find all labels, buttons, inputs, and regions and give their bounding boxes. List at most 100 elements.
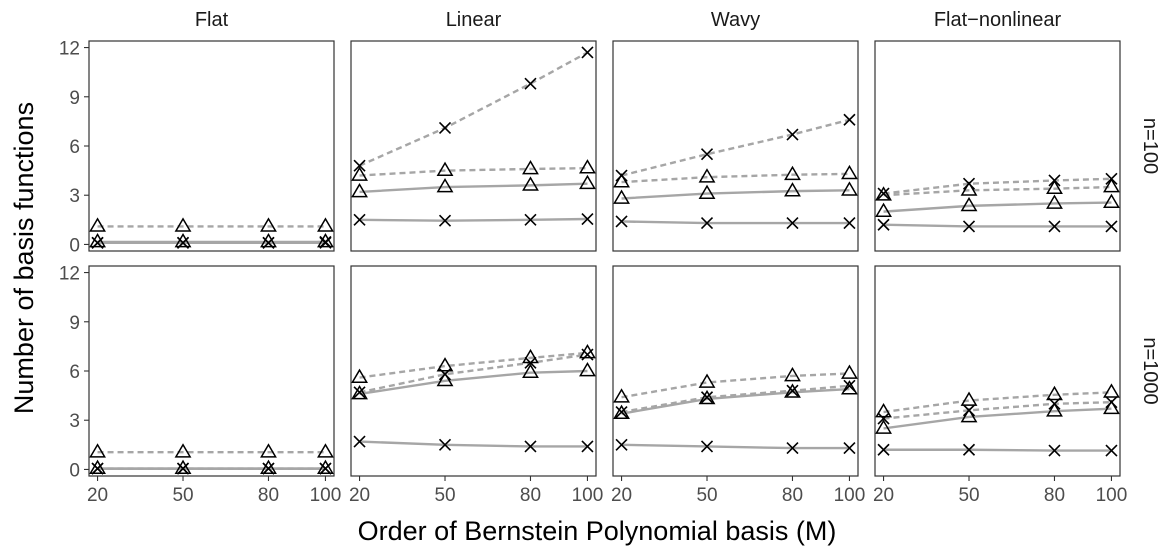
y-tick-label: 6 bbox=[69, 137, 80, 158]
series-line-4 bbox=[621, 172, 850, 184]
x-tick-label: 80 bbox=[782, 485, 803, 506]
x-tick-label: 20 bbox=[349, 485, 370, 506]
panel-border bbox=[612, 40, 859, 252]
x-tick-label: 50 bbox=[434, 485, 455, 506]
data-point-triangle-marker bbox=[351, 182, 368, 198]
data-point-x-marker bbox=[91, 462, 104, 475]
data-point-triangle-marker bbox=[1046, 194, 1063, 209]
data-point-x-marker bbox=[962, 404, 976, 417]
y-tick-label: 0 bbox=[69, 460, 80, 481]
x-tick-label: 50 bbox=[172, 485, 193, 506]
data-point-x-marker bbox=[353, 213, 366, 226]
series-line-4 bbox=[359, 166, 588, 177]
data-point-x-marker bbox=[176, 236, 190, 249]
panel-border bbox=[350, 265, 597, 477]
data-point-x-marker bbox=[786, 128, 799, 141]
data-point-triangle-marker bbox=[351, 384, 368, 400]
y-tick-label: 9 bbox=[69, 313, 80, 334]
data-point-x-marker bbox=[91, 236, 104, 249]
facet-column-label-wavy: Wavy bbox=[711, 9, 760, 31]
data-point-x-marker bbox=[581, 46, 594, 59]
series-line-3 bbox=[359, 353, 588, 394]
data-point-triangle-marker bbox=[174, 459, 192, 475]
data-point-x-marker bbox=[262, 462, 275, 475]
data-point-x-marker bbox=[843, 217, 856, 230]
data-point-triangle-marker bbox=[89, 443, 106, 458]
y-tick-label: 3 bbox=[69, 186, 80, 207]
data-point-triangle-marker bbox=[613, 189, 630, 204]
data-point-triangle-marker bbox=[260, 232, 277, 248]
data-point-triangle-marker bbox=[613, 173, 630, 188]
data-point-x-marker bbox=[581, 440, 594, 453]
x-tick-label: 50 bbox=[696, 485, 717, 506]
data-point-triangle-marker bbox=[522, 363, 539, 379]
series-line-2 bbox=[359, 369, 588, 396]
series-line-1 bbox=[359, 217, 588, 222]
facet-row-label-n-1000: n=1000 bbox=[1139, 337, 1161, 404]
data-point-triangle-marker bbox=[784, 366, 801, 382]
data-point-triangle-marker bbox=[960, 407, 978, 423]
x-tick-label: 80 bbox=[520, 485, 541, 506]
panel-border bbox=[88, 40, 335, 252]
data-point-triangle-marker bbox=[436, 178, 454, 193]
data-point-x-marker bbox=[581, 212, 594, 226]
data-point-triangle-marker bbox=[960, 391, 978, 406]
series-line-2 bbox=[883, 201, 1112, 213]
facet-column-label-flat: Flat bbox=[195, 9, 229, 31]
panel-flat-nonlinear-n-1000 bbox=[874, 265, 1121, 477]
data-point-triangle-marker bbox=[579, 174, 596, 190]
y-tick-label: 12 bbox=[59, 39, 80, 60]
data-point-triangle-marker bbox=[784, 383, 801, 398]
data-point-triangle-marker bbox=[260, 217, 277, 232]
x-tick-label: 80 bbox=[258, 485, 279, 506]
data-point-triangle-marker bbox=[1103, 383, 1120, 398]
data-point-x-marker bbox=[1105, 396, 1118, 409]
data-point-x-marker bbox=[262, 236, 275, 249]
y-tick-label: 6 bbox=[69, 362, 80, 383]
data-point-x-marker bbox=[877, 443, 890, 456]
y-tick-label: 0 bbox=[69, 235, 80, 256]
data-point-x-marker bbox=[524, 77, 537, 90]
data-point-triangle-marker bbox=[1103, 399, 1120, 415]
data-point-x-marker bbox=[524, 440, 537, 453]
data-point-triangle-marker bbox=[784, 182, 801, 197]
data-point-x-marker bbox=[438, 214, 452, 227]
panel-linear-n-1000 bbox=[350, 265, 597, 477]
data-point-x-marker bbox=[319, 235, 332, 249]
data-point-triangle-marker bbox=[174, 217, 192, 232]
data-point-triangle-marker bbox=[613, 388, 630, 403]
data-point-x-marker bbox=[700, 391, 714, 404]
facet-column-label-flat-nonlinear: Flat−nonlinear bbox=[934, 9, 1062, 31]
x-tick-label: 50 bbox=[958, 485, 979, 506]
panel-wavy-n-100 bbox=[612, 40, 859, 252]
series-line-2 bbox=[621, 189, 850, 200]
data-point-triangle-marker bbox=[317, 217, 334, 232]
panel-linear-n-100 bbox=[350, 40, 597, 252]
series-line-1 bbox=[883, 223, 1112, 228]
data-point-triangle-marker bbox=[875, 202, 892, 218]
data-point-triangle-marker bbox=[579, 159, 596, 174]
data-point-triangle-marker bbox=[579, 362, 596, 377]
data-point-x-marker bbox=[438, 121, 452, 135]
series-line-2 bbox=[883, 407, 1112, 430]
data-point-triangle-marker bbox=[875, 403, 892, 418]
data-point-triangle-marker bbox=[351, 368, 368, 383]
panel-border bbox=[88, 265, 335, 477]
data-point-x-marker bbox=[962, 443, 976, 456]
data-point-triangle-marker bbox=[841, 364, 858, 379]
x-tick-label: 20 bbox=[87, 485, 108, 506]
x-axis-title: Order of Bernstein Polynomial basis (M) bbox=[358, 516, 837, 546]
panel-border bbox=[874, 40, 1121, 252]
data-point-triangle-marker bbox=[89, 459, 106, 475]
data-point-x-marker bbox=[786, 217, 799, 230]
data-point-x-marker bbox=[877, 412, 890, 425]
data-point-triangle-marker bbox=[260, 459, 277, 475]
series-line-4 bbox=[883, 391, 1112, 414]
data-point-x-marker bbox=[1105, 444, 1118, 457]
data-point-triangle-marker bbox=[960, 196, 978, 212]
data-point-x-marker bbox=[700, 148, 714, 161]
data-point-x-marker bbox=[700, 440, 714, 453]
data-point-x-marker bbox=[176, 462, 190, 475]
series-line-2 bbox=[621, 387, 850, 415]
